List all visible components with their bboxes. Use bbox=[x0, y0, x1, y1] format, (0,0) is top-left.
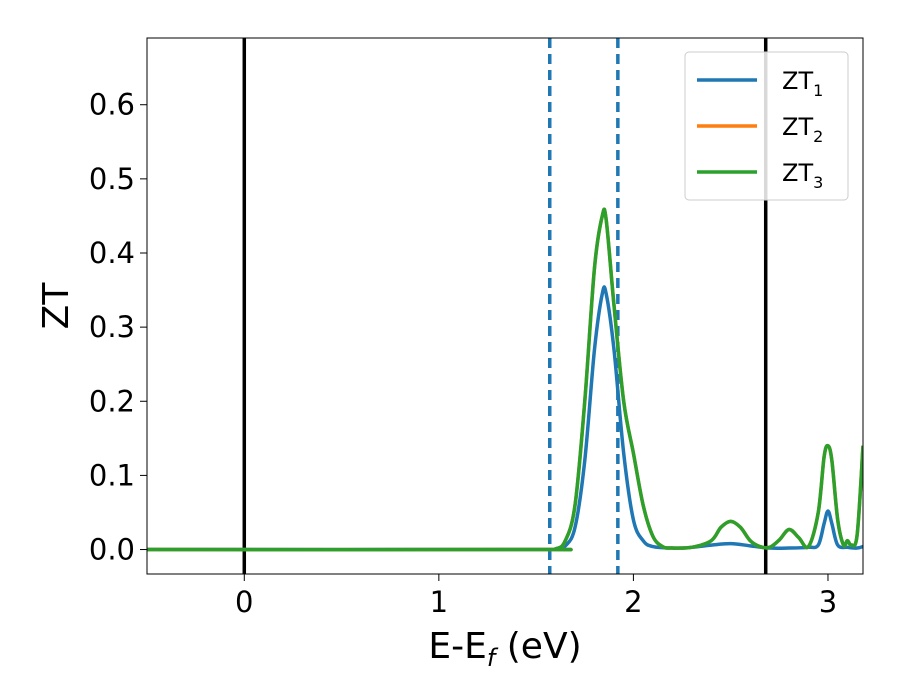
y-tick-label: 0.3 bbox=[89, 310, 135, 344]
x-tick-label: 3 bbox=[819, 585, 837, 619]
y-tick-label: 0.2 bbox=[89, 384, 135, 418]
x-axis-ticks: 0 1 2 3 bbox=[235, 574, 837, 619]
y-tick-label: 0.6 bbox=[89, 88, 135, 122]
y-tick-label: 0.0 bbox=[89, 533, 135, 567]
legend-label-zt1: ZT1 bbox=[782, 67, 823, 100]
x-tick-label: 0 bbox=[235, 585, 253, 619]
legend-label-sub: 3 bbox=[813, 173, 823, 192]
series-line-zt3 bbox=[147, 207, 863, 552]
legend-label-zt2: ZT2 bbox=[782, 113, 823, 146]
y-tick-label: 0.5 bbox=[89, 162, 135, 196]
legend-label-sub: 2 bbox=[813, 127, 823, 146]
legend-label-zt3: ZT3 bbox=[782, 159, 823, 192]
series-line-zt1 bbox=[147, 285, 863, 552]
series-line-zt2 bbox=[147, 207, 863, 552]
x-tick-label: 1 bbox=[430, 585, 448, 619]
y-tick-label: 0.1 bbox=[89, 458, 135, 492]
legend-box bbox=[684, 51, 849, 201]
series-layer bbox=[147, 207, 863, 552]
x-axis-title-main: E-E bbox=[428, 626, 486, 667]
y-axis-title: ZT bbox=[36, 282, 77, 330]
legend-label-name: ZT bbox=[782, 67, 813, 95]
legend-label-name: ZT bbox=[782, 159, 813, 187]
x-tick-label: 2 bbox=[624, 585, 642, 619]
x-axis-title: E-Ef (eV) bbox=[428, 626, 581, 672]
plot-frame bbox=[146, 37, 864, 575]
y-tick-label: 0.4 bbox=[89, 236, 135, 270]
x-axis-title-unit: (eV) bbox=[495, 626, 581, 667]
legend-label-name: ZT bbox=[782, 113, 813, 141]
legend-label-sub: 1 bbox=[813, 81, 823, 100]
y-axis-ticks: 0.0 0.1 0.2 0.3 0.4 0.5 0.6 bbox=[89, 88, 147, 567]
